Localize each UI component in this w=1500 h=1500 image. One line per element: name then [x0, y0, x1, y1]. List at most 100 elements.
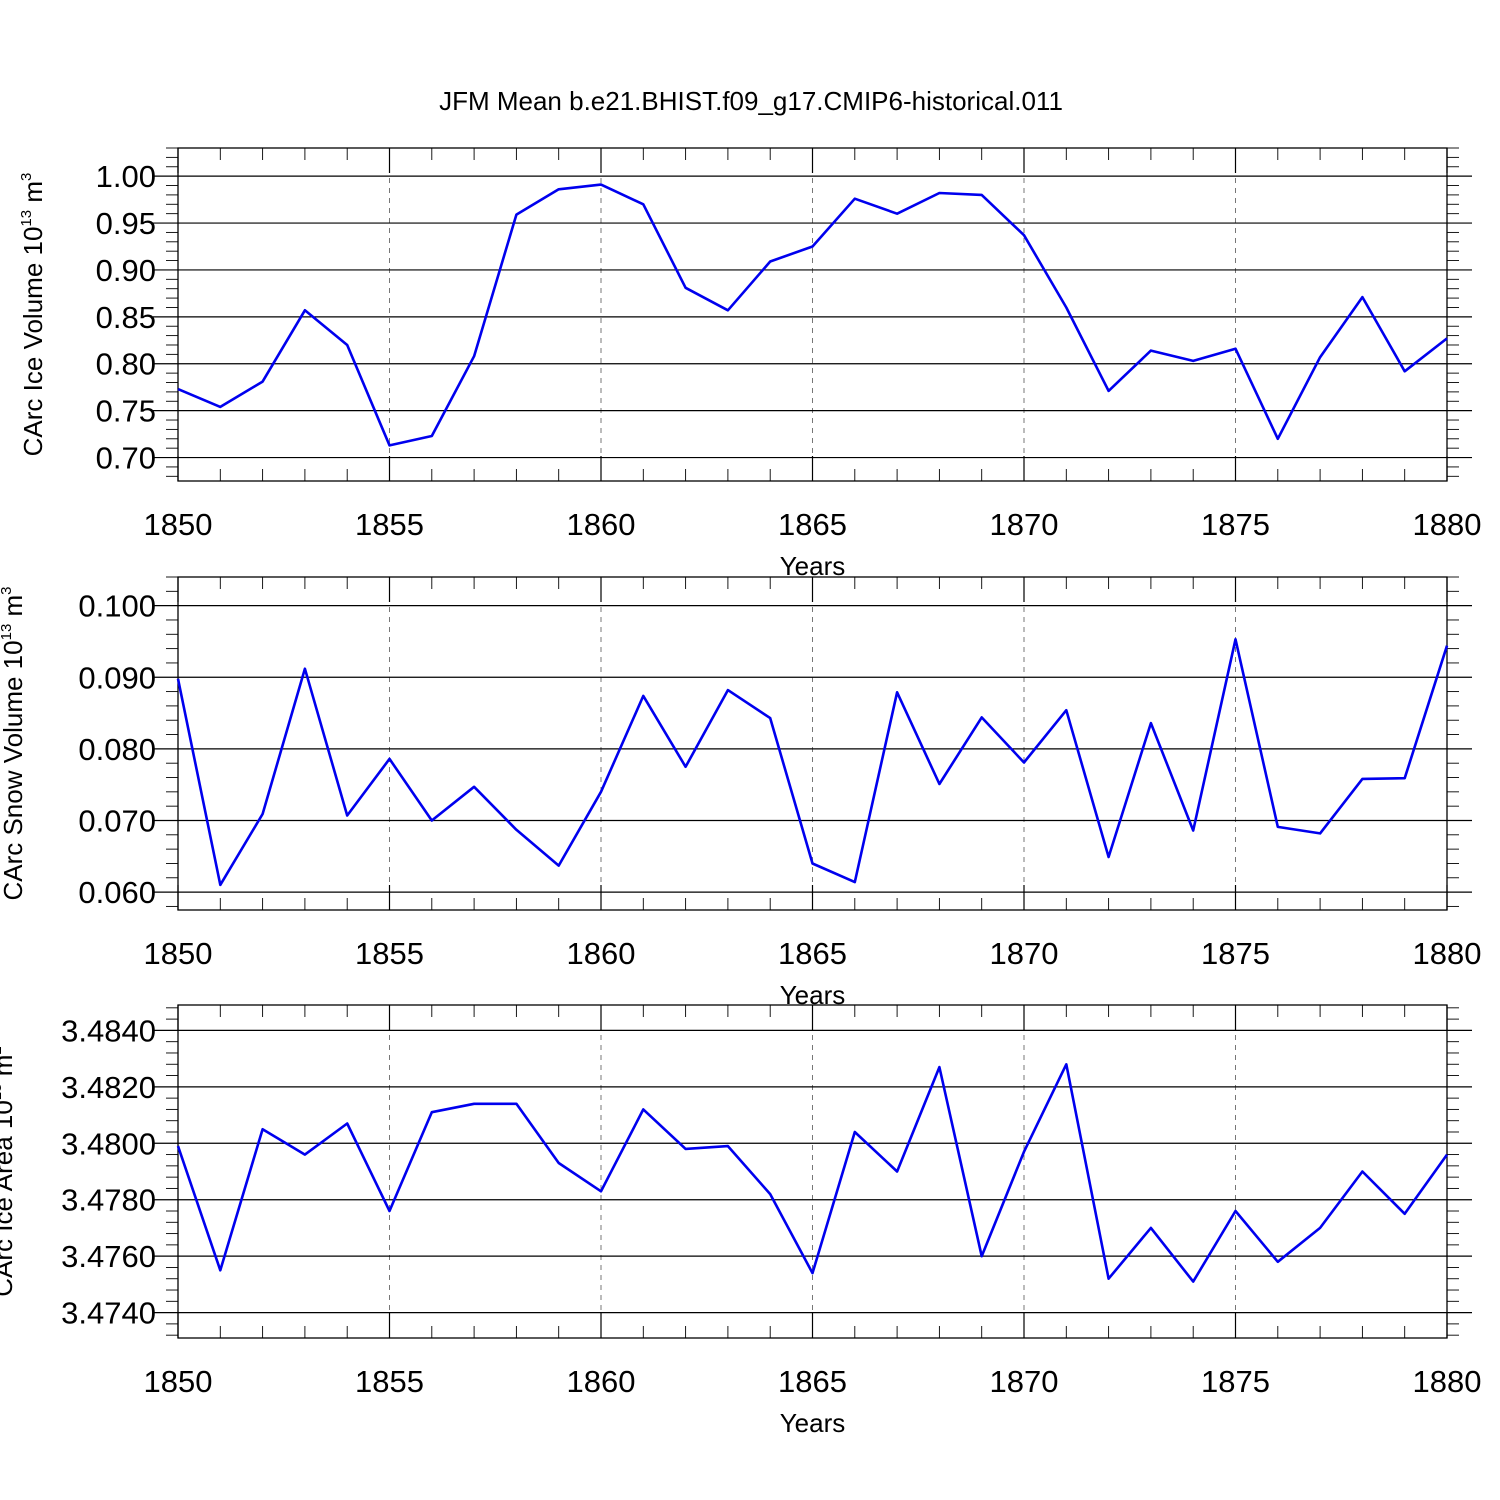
data-point [261, 1127, 265, 1131]
ice-area-panel: 1850 1855 1860 1865 1870 1875 1880 3.4740 3.4760… [0, 1004, 1482, 1438]
figure-title: JFM Mean b.e21.BHIST.f09_g17.CMIP6-histo… [439, 86, 1063, 116]
y-tick-label: 3.4840 [61, 1013, 156, 1048]
y-axis-title: CArc Snow Volume 1013 m3 [0, 586, 28, 900]
y-axis-title: CArc Ice Area 1013 m2 [0, 1046, 18, 1296]
y-tick-label: 0.95 [96, 206, 156, 241]
x-tick-label: 1870 [990, 507, 1059, 542]
y-tick-label: 3.4820 [61, 1070, 156, 1105]
y-tick-label: 0.090 [78, 660, 156, 695]
x-tick-label: 1850 [144, 936, 213, 971]
data-point [557, 864, 561, 868]
data-point [1276, 1260, 1280, 1264]
data-point [1191, 1280, 1195, 1284]
data-point [937, 1065, 941, 1069]
x-tick-label: 1870 [990, 936, 1059, 971]
data-point [1360, 777, 1364, 781]
data-point [1360, 295, 1364, 299]
data-point [472, 785, 476, 789]
x-tick-label: 1865 [778, 1364, 847, 1399]
data-point [937, 782, 941, 786]
x-tick-label: 1860 [567, 1364, 636, 1399]
data-point [1445, 644, 1449, 648]
data-point [1191, 359, 1195, 363]
data-point [303, 1153, 307, 1157]
y-tick-label: 0.080 [78, 732, 156, 767]
y-tick-label: 3.4740 [61, 1296, 156, 1331]
data-point [1064, 708, 1068, 712]
data-point [1276, 437, 1280, 441]
data-point [1022, 233, 1026, 237]
data-point [514, 213, 518, 217]
data-point [514, 828, 518, 832]
y-axis-title: CArc Ice Volume 1013 m3 [18, 173, 48, 457]
data-point [1022, 1150, 1026, 1154]
data-point [1318, 1226, 1322, 1230]
y-tick-label: 0.80 [96, 347, 156, 382]
x-tick-label: 1865 [778, 507, 847, 542]
x-tick-label: 1860 [567, 936, 636, 971]
data-point [853, 1130, 857, 1134]
data-point [980, 193, 984, 197]
x-tick-label: 1865 [778, 936, 847, 971]
data-point [176, 387, 180, 391]
data-point [768, 716, 772, 720]
data-point [1064, 306, 1068, 310]
data-point [557, 187, 561, 191]
y-tick-label: 0.060 [78, 875, 156, 910]
series-line [177, 183, 1448, 447]
ice-volume-panel: 1850 1855 1860 1865 1870 1875 1880 0.70 0.75 0.80… [18, 147, 1482, 581]
data-point [811, 862, 815, 866]
x-tick-label: 1880 [1413, 936, 1482, 971]
data-point [641, 202, 645, 206]
snow-volume-panel: 1850 1855 1860 1865 1870 1875 1880 0.060 0.070 0.… [0, 576, 1482, 1010]
data-point [388, 1209, 392, 1213]
data-point [811, 245, 815, 249]
data-point [430, 1110, 434, 1114]
data-point [1149, 1226, 1153, 1230]
x-tick-label: 1880 [1413, 507, 1482, 542]
data-point [218, 883, 222, 887]
x-tick-label: 1855 [355, 936, 424, 971]
data-point [853, 197, 857, 201]
data-point [1403, 776, 1407, 780]
data-point [599, 1189, 603, 1193]
y-tick-label: 0.70 [96, 441, 156, 476]
data-point [388, 757, 392, 761]
x-tick-label: 1880 [1413, 1364, 1482, 1399]
data-point [261, 812, 265, 816]
y-tick-label: 0.90 [96, 253, 156, 288]
data-point [1445, 1153, 1449, 1157]
x-tick-label: 1850 [144, 507, 213, 542]
data-point [1445, 336, 1449, 340]
data-point [218, 405, 222, 409]
data-point [514, 1102, 518, 1106]
data-point [1107, 389, 1111, 393]
y-tick-label: 0.100 [78, 589, 156, 624]
data-point [345, 814, 349, 818]
data-point [430, 819, 434, 823]
y-tick-label: 3.4800 [61, 1126, 156, 1161]
data-point [980, 715, 984, 719]
series-line [176, 1063, 1449, 1283]
data-point [1022, 761, 1026, 765]
data-point [937, 191, 941, 195]
data-point [1403, 1212, 1407, 1216]
data-point [895, 690, 899, 694]
data-point [726, 308, 730, 312]
x-tick-label: 1855 [355, 1364, 424, 1399]
data-point [1234, 1209, 1238, 1213]
x-tick-label: 1850 [144, 1364, 213, 1399]
data-point [726, 1144, 730, 1148]
data-point [895, 1170, 899, 1174]
data-point [684, 1147, 688, 1151]
data-point [641, 1107, 645, 1111]
x-tick-label: 1875 [1201, 507, 1270, 542]
data-point [218, 1268, 222, 1272]
series-line [176, 637, 1449, 887]
data-point [345, 1122, 349, 1126]
data-point [430, 434, 434, 438]
y-tick-label: 3.4780 [61, 1183, 156, 1218]
data-point [1276, 825, 1280, 829]
data-point [1064, 1062, 1068, 1066]
